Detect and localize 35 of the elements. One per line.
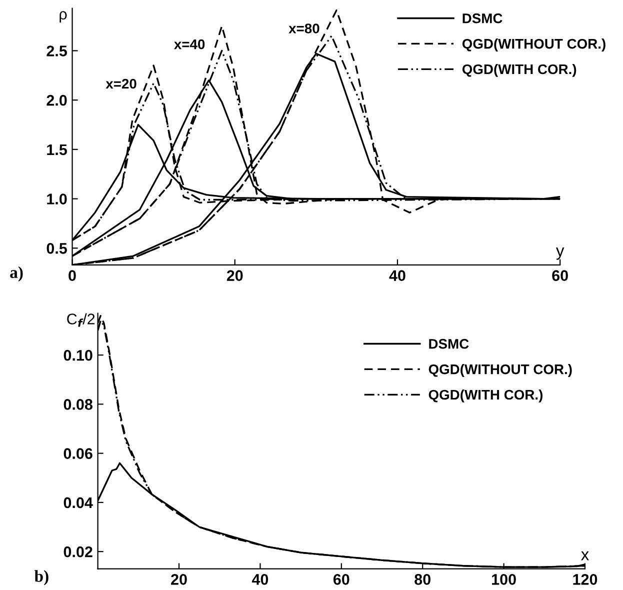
y-tick-label: 0.02 bbox=[64, 546, 92, 558]
y-tick-label: 2.5 bbox=[46, 46, 67, 56]
y-axis-title: ρ bbox=[60, 11, 67, 22]
y-tick-label: 0.04 bbox=[64, 497, 93, 508]
x-tick-label: 40 bbox=[252, 574, 268, 585]
x-tick-label: 120 bbox=[573, 574, 598, 585]
x-tick-label: 40 bbox=[389, 270, 406, 281]
x-tick-label: 100 bbox=[492, 574, 516, 585]
legend-label: QGD(WITHOUT COR.) bbox=[428, 364, 572, 377]
x-tick-label: 60 bbox=[333, 574, 350, 585]
y-tick-label: 0.5 bbox=[46, 242, 67, 254]
text: a) bbox=[10, 266, 23, 282]
x-tick-label: 20 bbox=[226, 270, 243, 281]
y-tick-label: 0.08 bbox=[64, 399, 92, 410]
legend-label: DSMC bbox=[462, 13, 502, 24]
y-tick-label: 1.0 bbox=[47, 194, 67, 204]
y-axis-title: C$_{f}$/2 bbox=[67, 313, 95, 327]
x-axis-title: y bbox=[556, 248, 564, 260]
annotation: x=80 bbox=[288, 24, 320, 34]
y-tick-label: 1.5 bbox=[47, 144, 67, 156]
x-axis-title: x bbox=[581, 551, 589, 560]
text: b) bbox=[34, 570, 48, 586]
legend-label: QGD(WITH COR.) bbox=[462, 64, 576, 77]
legend-label: DSMC bbox=[429, 338, 469, 349]
y-tick-label: 0.06 bbox=[64, 448, 92, 459]
annotation: x=40 bbox=[174, 39, 205, 50]
x-tick-label: 0 bbox=[68, 270, 76, 281]
annotation: x=20 bbox=[106, 78, 136, 89]
legend-label: QGD(WITHOUT COR.) bbox=[462, 38, 606, 52]
legend-label: QGD(WITH COR.) bbox=[428, 389, 542, 402]
x-tick-label: 80 bbox=[414, 574, 430, 585]
y-tick-label: 0.10 bbox=[64, 350, 92, 361]
y-tick-label: 2.0 bbox=[46, 94, 67, 106]
x-tick-label: 60 bbox=[552, 270, 568, 281]
x-tick-label: 20 bbox=[171, 574, 187, 585]
